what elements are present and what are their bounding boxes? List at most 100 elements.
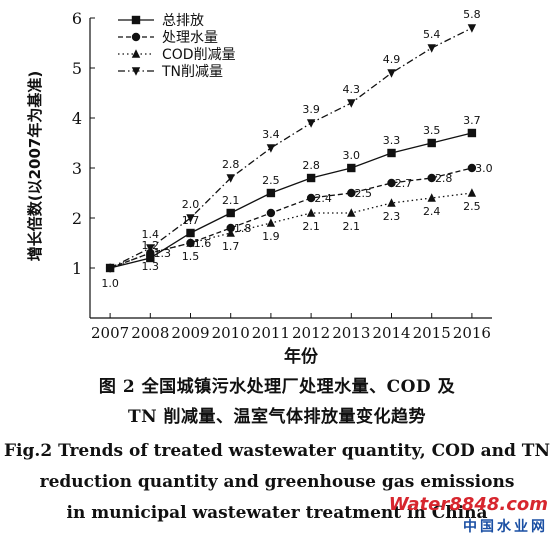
data-point: [306, 193, 316, 203]
data-point: [266, 218, 276, 227]
data-label: 1.2: [142, 239, 160, 252]
data-point: [226, 228, 235, 237]
data-point: [226, 208, 235, 218]
data-label: 1.9: [262, 230, 280, 243]
x-tick-label: 2015: [413, 324, 451, 342]
data-label: 2.5: [355, 187, 373, 200]
x-tick-label: 2013: [332, 324, 370, 342]
data-label: 1.7: [222, 240, 240, 253]
watermark-url: Water8848.com: [388, 494, 548, 515]
legend-label: 总排放: [162, 13, 204, 29]
data-point: [387, 148, 396, 158]
data-label: 2.0: [182, 198, 200, 211]
data-label: 2.3: [383, 210, 401, 223]
series-line: [109, 132, 473, 269]
data-point: [266, 208, 276, 218]
figure-caption-cn-line1: 图 2 全国城镇污水处理厂处理水量、COD 及: [98, 377, 456, 397]
x-tick-label: 2016: [453, 324, 491, 342]
data-point: [427, 193, 436, 202]
x-tick-label: 2009: [171, 324, 209, 342]
data-point: [387, 69, 396, 78]
data-label: 5.4: [423, 28, 441, 41]
data-label: 3.7: [463, 114, 481, 127]
data-point: [266, 188, 276, 198]
figure-caption-en-line1: Fig.2 Trends of treated wastewater quant…: [3, 441, 550, 461]
x-tick-label: 2007: [91, 324, 129, 342]
data-label: 2.5: [463, 200, 481, 213]
data-point: [467, 188, 477, 197]
data-label: 1.4: [142, 228, 160, 241]
data-point: [146, 244, 155, 253]
data-point: [427, 173, 436, 183]
data-point: [226, 223, 235, 233]
data-label: 3.5: [423, 124, 441, 137]
data-label: 3.4: [262, 128, 280, 141]
series-line: [109, 27, 473, 269]
figure-caption-cn-line2: TN 削减量、温室气体排放量变化趋势: [127, 407, 427, 427]
watermark-site-name: 中国水业网: [463, 519, 548, 535]
legend-marker: [131, 15, 141, 25]
data-point: [226, 174, 235, 183]
legend-label: TN削减量: [161, 64, 223, 80]
data-point: [347, 99, 356, 108]
data-point: [186, 214, 195, 223]
series-4: [105, 24, 477, 273]
data-label: 2.1: [222, 194, 240, 207]
legend-marker: [131, 32, 141, 42]
data-point: [347, 208, 356, 217]
data-label: 2.7: [395, 177, 413, 190]
data-label: 2.8: [435, 172, 453, 185]
x-tick-label: 2012: [292, 324, 330, 342]
data-point: [266, 144, 276, 153]
data-label: 1.3: [142, 260, 160, 273]
data-point: [427, 138, 436, 148]
data-label: 2.1: [343, 220, 361, 233]
data-label: 5.8: [463, 8, 481, 21]
y-tick-label: 1: [72, 259, 82, 278]
data-point: [186, 238, 195, 247]
x-tick-label: 2011: [252, 324, 290, 342]
legend-marker: [131, 49, 141, 58]
y-axis-title: 增长倍数(以2007年为基准): [26, 71, 44, 261]
data-label: 3.0: [475, 162, 493, 175]
figure-caption-en-line3: in municipal wastewater treatment in Chi…: [66, 503, 488, 523]
data-point: [347, 188, 356, 198]
y-tick-label: 2: [72, 209, 82, 228]
series-1: [105, 128, 477, 273]
data-point: [467, 24, 477, 33]
data-label: 2.1: [302, 220, 320, 233]
data-label: 2.4: [423, 205, 441, 218]
data-label: 1.7: [182, 214, 200, 227]
data-label: 2.5: [262, 174, 280, 187]
x-axis-title: 年份: [284, 346, 319, 367]
data-point: [306, 173, 316, 183]
data-point: [347, 163, 356, 173]
data-point: [427, 44, 436, 53]
x-tick-label: 2008: [131, 324, 169, 342]
data-point: [146, 253, 155, 263]
y-tick-label: 5: [72, 59, 82, 78]
data-point: [186, 228, 195, 238]
data-point: [306, 119, 316, 128]
data-point: [467, 163, 477, 173]
figure-caption-en-line2: reduction quantity and greenhouse gas em…: [39, 472, 515, 492]
y-tick-label: 6: [72, 9, 82, 28]
x-tick-label: 2014: [372, 324, 410, 342]
data-label: 4.3: [343, 83, 361, 96]
data-point: [306, 208, 316, 217]
y-tick-label: 4: [72, 109, 82, 128]
data-label: 1.8: [234, 222, 252, 235]
data-label: 1.6: [194, 237, 212, 250]
legend-label: COD削减量: [162, 47, 236, 63]
y-tick-label: 3: [72, 159, 82, 178]
legend-marker: [131, 67, 141, 76]
data-point: [387, 178, 396, 188]
data-label: 1.5: [182, 250, 200, 263]
data-label: 2.8: [222, 158, 240, 171]
data-point: [387, 198, 396, 207]
data-point: [105, 264, 115, 273]
x-tick-label: 2010: [212, 324, 250, 342]
series-line: [109, 192, 472, 269]
legend-label: 处理水量: [162, 30, 218, 46]
